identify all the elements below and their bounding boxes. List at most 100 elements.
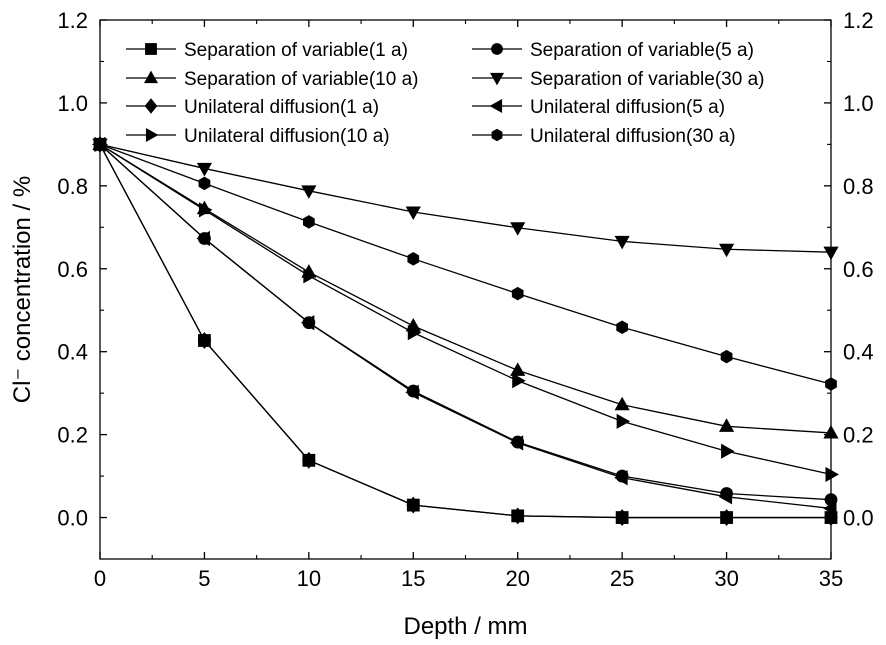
hexagon-marker	[94, 137, 106, 152]
legend-label: Unilateral diffusion(1 a)	[184, 97, 379, 118]
legend-label: Unilateral diffusion(5 a)	[530, 97, 725, 118]
y-tick-label-left: 0.8	[57, 174, 88, 199]
y-tick-label-left: 1.2	[57, 8, 88, 33]
series-separation-of-variable-1-a	[93, 137, 838, 524]
triangle-down-marker	[718, 243, 735, 258]
legend-triangle-right-marker	[145, 127, 159, 143]
legend-triangle-up-marker	[143, 70, 159, 84]
y-tick-label-left: 1.0	[57, 91, 88, 116]
diamond-marker	[406, 496, 421, 514]
x-tick-label: 35	[819, 566, 843, 591]
x-tick-label: 0	[94, 566, 106, 591]
triangle-left-marker	[405, 384, 419, 400]
triangle-left-marker	[718, 489, 733, 505]
x-axis-title: Depth / mm	[403, 613, 527, 640]
hexagon-marker	[511, 286, 524, 301]
x-tick-label: 20	[505, 566, 529, 591]
triangle-left-marker	[196, 230, 210, 247]
diamond-marker	[197, 332, 212, 349]
legend-entry: Unilateral diffusion(10 a)	[126, 126, 390, 147]
triangle-up-marker	[614, 396, 630, 411]
hexagon-marker	[303, 215, 315, 229]
diamond-marker	[510, 507, 525, 525]
series-unilateral-diffusion-30-a	[94, 137, 837, 391]
y-tick-label-right: 1.0	[843, 91, 874, 116]
legend-entry: Separation of variable(30 a)	[472, 69, 764, 90]
legend-entry: Separation of variable(5 a)	[472, 40, 754, 61]
triangle-down-marker	[301, 185, 317, 199]
triangle-left-marker	[614, 470, 628, 486]
series-line	[99, 144, 831, 519]
x-tick-label: 15	[401, 566, 425, 591]
y-tick-label-left: 0.4	[57, 340, 88, 365]
triangle-down-marker	[614, 235, 630, 250]
series-line	[99, 143, 832, 476]
triangle-left-marker	[300, 315, 315, 331]
triangle-up-marker	[823, 424, 839, 439]
hexagon-marker	[616, 320, 628, 334]
legend: Separation of variable(1 a) Separation of…	[126, 40, 764, 147]
y-tick-label-left: 0.2	[57, 423, 88, 448]
series-line	[99, 143, 832, 253]
legend-hexagon-marker	[491, 128, 503, 142]
y-tick-label-right: 0.8	[843, 174, 874, 199]
legend-label: Separation of variable(30 a)	[530, 69, 764, 90]
x-tick-label: 5	[198, 566, 210, 591]
triangle-right-marker	[616, 413, 631, 429]
y-tick-label-left: 0.6	[57, 257, 88, 282]
triangle-left-marker	[822, 500, 837, 516]
x-tick-label: 30	[714, 566, 738, 591]
diamond-marker	[302, 451, 316, 469]
hexagon-marker	[407, 252, 420, 266]
x-tick-label: 25	[610, 566, 634, 591]
triangle-right-marker	[721, 443, 735, 459]
y-tick-label-right: 0.6	[843, 257, 874, 282]
triangle-down-marker	[823, 246, 839, 261]
series-line	[99, 143, 832, 385]
y-tick-label-right: 0.0	[843, 506, 874, 531]
y-axis-title: Cl⁻ concentration / %	[9, 176, 36, 403]
series-separation-of-variable-30-a	[92, 138, 839, 261]
legend-entry: Separation of variable(1 a)	[126, 40, 408, 61]
triangle-down-marker	[196, 162, 213, 177]
legend-label: Unilateral diffusion(10 a)	[184, 126, 390, 147]
diamond-marker	[719, 509, 734, 526]
triangle-right-marker	[198, 202, 213, 218]
triangle-right-marker	[512, 373, 526, 389]
hexagon-marker	[198, 176, 211, 191]
series-line	[99, 143, 832, 510]
series-unilateral-diffusion-10-a	[94, 136, 840, 483]
series-layer	[91, 135, 840, 526]
axes-layer: 0 5 10 15 20 25 30 35 0.0 0.0 0.2 0.2 0.4 0.4 0.6 0.6 0.…	[57, 8, 873, 591]
triangle-down-marker	[510, 222, 526, 236]
legend-triangle-left-marker	[489, 98, 503, 114]
triangle-right-marker	[407, 325, 422, 341]
legend-entry: Separation of variable(10 a)	[126, 69, 418, 90]
legend-label: Unilateral diffusion(30 a)	[530, 126, 736, 147]
hexagon-marker	[720, 349, 733, 364]
triangle-up-marker	[718, 418, 735, 432]
legend-entry: Unilateral diffusion(1 a)	[126, 97, 379, 118]
legend-label: Separation of variable(10 a)	[184, 69, 418, 90]
hexagon-marker	[825, 377, 837, 391]
y-tick-label-right: 0.2	[843, 423, 874, 448]
series-unilateral-diffusion-1-a	[93, 135, 838, 526]
triangle-left-marker	[509, 435, 524, 451]
series-unilateral-diffusion-5-a	[91, 136, 837, 516]
series-line	[99, 143, 832, 434]
diamond-marker	[615, 509, 629, 526]
x-tick-label: 10	[297, 566, 321, 591]
legend-circle-marker	[491, 43, 503, 55]
triangle-right-marker	[825, 466, 840, 483]
legend-entry: Unilateral diffusion(5 a)	[472, 97, 725, 118]
y-tick-label-right: 1.2	[843, 8, 874, 33]
triangle-up-marker	[510, 362, 526, 376]
legend-label: Separation of variable(1 a)	[184, 40, 408, 61]
series-line	[99, 144, 831, 519]
triangle-down-marker	[405, 206, 421, 220]
triangle-right-marker	[303, 268, 317, 284]
legend-triangle-down-marker	[489, 72, 505, 86]
y-tick-label-right: 0.4	[843, 340, 874, 365]
